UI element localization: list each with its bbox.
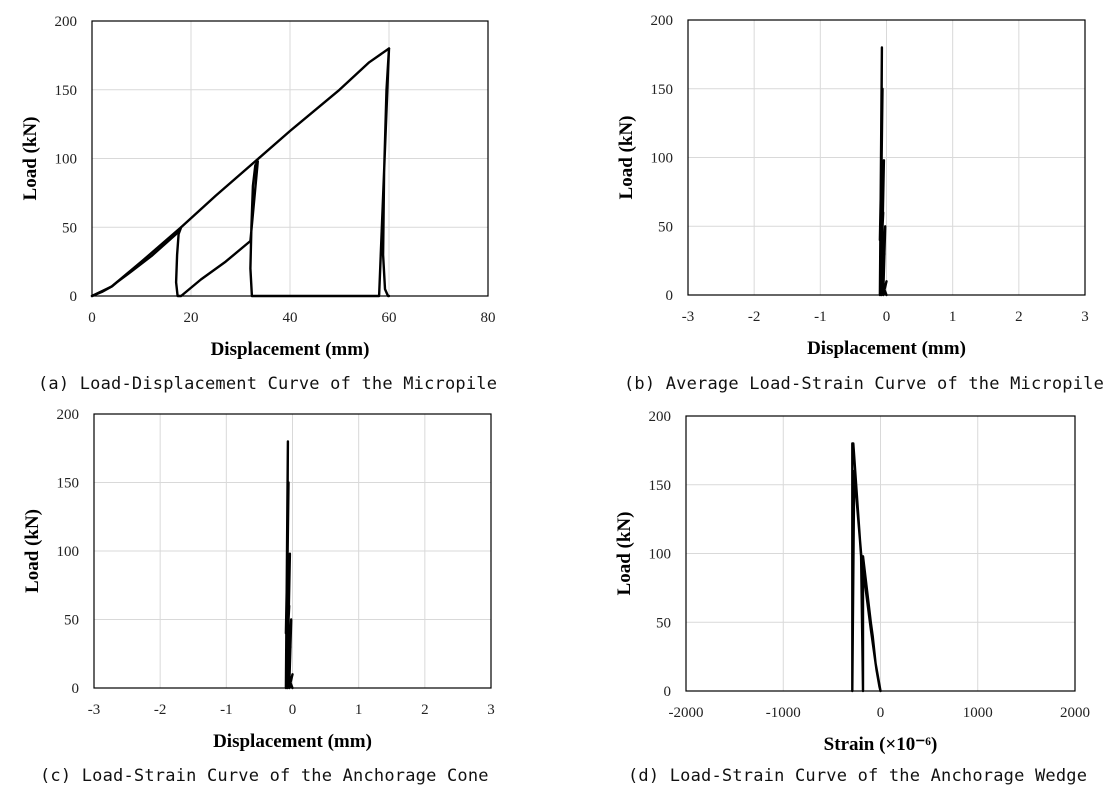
chart-panel-b: -3 -2 -1 0 1 2 3 0 50 100 150 200 Displacement (mm) L… [555, 0, 1111, 400]
y-tick-label: 0 [666, 288, 674, 304]
x-tick-label: 40 [283, 310, 298, 326]
x-tick-label: 1 [355, 702, 363, 718]
x-tick-label: -3 [682, 309, 695, 325]
x-tick-label: -3 [88, 702, 101, 718]
x-tick-label: 60 [382, 310, 397, 326]
chart-d-svg: -2000 -1000 0 1000 2000 0 50 100 150 200 Strain (×… [614, 409, 1090, 755]
y-tick-label: 100 [55, 152, 78, 168]
x-tick-label: 1 [949, 309, 957, 325]
x-tick-label: 0 [883, 309, 891, 325]
y-axis-title: Load (kN) [22, 509, 43, 593]
y-tick-label: 150 [55, 83, 78, 99]
caption-b: (b) Average Load-Strain Curve of the Mic… [624, 374, 1105, 394]
x-tick-label: 2 [421, 702, 429, 718]
x-tick-label: 0 [289, 702, 297, 718]
caption-a: (a) Load-Displacement Curve of the Micro… [38, 374, 498, 394]
x-tick-label: -2 [154, 702, 167, 718]
x-axis-title: Displacement (mm) [211, 339, 370, 360]
x-tick-label: 2000 [1060, 705, 1090, 721]
x-tick-label: 20 [184, 310, 199, 326]
x-tick-label: 1000 [963, 705, 993, 721]
y-tick-label: 50 [656, 615, 671, 631]
y-tick-label: 150 [649, 478, 672, 494]
y-tick-label: 200 [651, 13, 674, 29]
y-tick-label: 100 [649, 547, 672, 563]
y-axis-title: Load (kN) [20, 117, 41, 201]
x-tick-label: -2000 [669, 705, 704, 721]
y-tick-label: 100 [57, 544, 80, 560]
y-tick-label: 200 [55, 14, 78, 30]
caption-d: (d) Load-Strain Curve of the Anchorage W… [628, 766, 1088, 786]
envelope-line [90, 47, 391, 298]
y-tick-label: 50 [658, 219, 673, 235]
chart-panel-d: -2000 -1000 0 1000 2000 0 50 100 150 200 Strain (×… [555, 400, 1111, 765]
x-tick-label: -1000 [766, 705, 801, 721]
x-tick-label: 3 [1081, 309, 1089, 325]
y-tick-label: 0 [72, 681, 80, 697]
x-axis-title: Displacement (mm) [213, 731, 372, 752]
x-tick-label: -1 [220, 702, 233, 718]
x-tick-label: 0 [88, 310, 96, 326]
x-tick-label: -2 [748, 309, 761, 325]
chart-b-svg: -3 -2 -1 0 1 2 3 0 50 100 150 200 Displacement (mm) L… [616, 13, 1089, 359]
x-tick-label: 0 [877, 705, 885, 721]
x-tick-label: -1 [814, 309, 827, 325]
y-axis-title: Load (kN) [614, 512, 635, 596]
x-axis-title: Strain (×10⁻⁶) [824, 734, 938, 755]
y-tick-label: 150 [57, 476, 80, 492]
y-tick-label: 50 [62, 220, 77, 236]
x-tick-label: 3 [487, 702, 495, 718]
y-tick-label: 0 [70, 289, 78, 305]
x-tick-label: 2 [1015, 309, 1023, 325]
chart-c-svg: -3 -2 -1 0 1 2 3 0 50 100 150 200 Displacement (mm) L… [22, 407, 495, 752]
series-line [878, 46, 888, 297]
y-tick-label: 100 [651, 151, 674, 167]
series-line [851, 442, 882, 693]
caption-c: (c) Load-Strain Curve of the Anchorage C… [40, 766, 489, 786]
series-line [90, 47, 391, 298]
y-axis-title: Load (kN) [616, 116, 637, 200]
y-tick-label: 200 [649, 409, 672, 425]
y-tick-label: 0 [664, 684, 672, 700]
x-tick-label: 80 [481, 310, 496, 326]
chart-panel-c: -3 -2 -1 0 1 2 3 0 50 100 150 200 Displacement (mm) L… [0, 400, 555, 765]
x-axis-title: Displacement (mm) [807, 338, 966, 359]
y-tick-label: 50 [64, 613, 79, 629]
y-tick-label: 200 [57, 407, 80, 423]
chart-panel-a: 0 20 40 60 80 0 50 100 150 200 Displacement (mm) Lo… [0, 0, 555, 400]
y-tick-label: 150 [651, 82, 674, 98]
chart-a-svg: 0 20 40 60 80 0 50 100 150 200 Displacement (mm) Lo… [20, 14, 496, 360]
series-line [284, 440, 294, 690]
